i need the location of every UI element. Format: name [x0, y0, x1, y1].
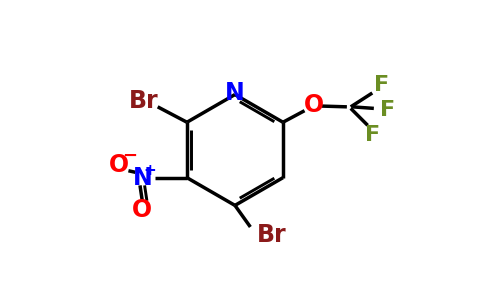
Text: Br: Br: [129, 89, 159, 113]
Text: N: N: [133, 166, 152, 190]
Text: F: F: [365, 124, 380, 145]
Text: O: O: [132, 198, 152, 222]
Text: F: F: [380, 100, 395, 120]
Text: O: O: [303, 93, 324, 117]
Text: +: +: [144, 163, 156, 178]
Text: O: O: [109, 153, 129, 177]
Text: N: N: [225, 81, 245, 105]
Text: −: −: [121, 147, 137, 165]
Text: F: F: [374, 75, 389, 95]
Text: Br: Br: [257, 223, 287, 247]
